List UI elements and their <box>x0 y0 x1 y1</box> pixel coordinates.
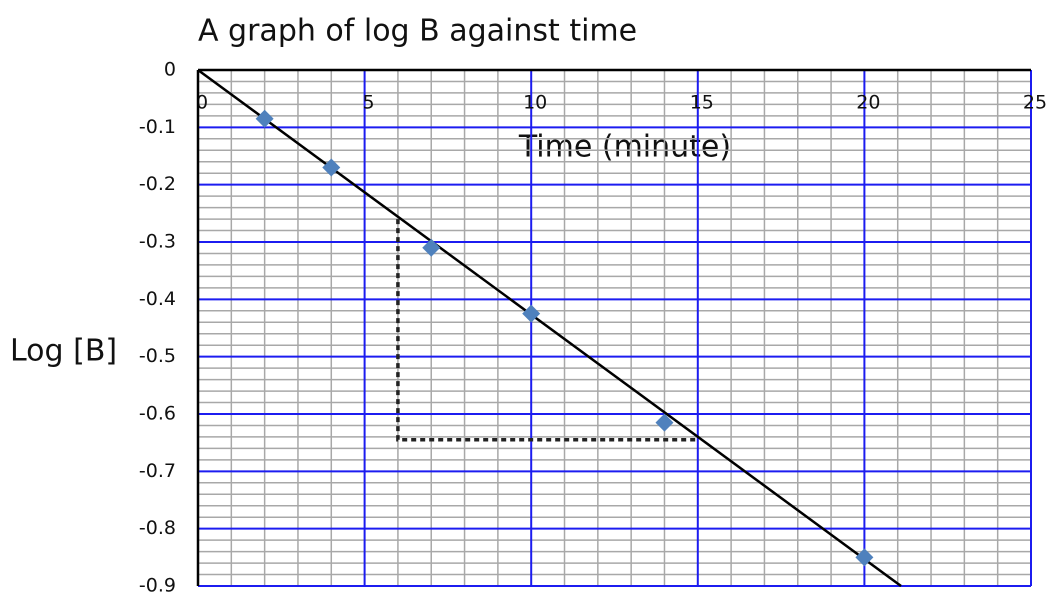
y-tick-label: -0.9 <box>139 575 176 593</box>
y-axis-title: Log [B] <box>10 334 117 369</box>
x-tick-label: 5 <box>363 92 375 114</box>
data-point <box>255 109 274 128</box>
y-tick-label: -0.8 <box>139 517 176 539</box>
data-point <box>522 304 541 323</box>
y-tick-label: -0.7 <box>139 460 176 482</box>
y-tick-label: -0.4 <box>139 288 176 310</box>
slope-triangle <box>396 219 698 442</box>
x-tick-label: 25 <box>1023 92 1047 114</box>
trendline <box>197 68 902 588</box>
data-point <box>322 158 341 177</box>
y-tick-label: -0.1 <box>139 116 176 138</box>
y-tick-label: 0 <box>164 59 176 81</box>
y-tick-label: -0.2 <box>139 173 176 195</box>
data-point <box>422 238 441 257</box>
x-tick-label: 10 <box>523 92 547 114</box>
data-point <box>655 413 674 432</box>
y-tick-label: -0.6 <box>139 403 176 425</box>
x-axis-title: Time (minute) <box>518 130 731 165</box>
data-point <box>855 548 874 567</box>
x-tick-label: 15 <box>690 92 714 114</box>
x-tick-label: 20 <box>856 92 880 114</box>
chart-title: A graph of log B against time <box>198 14 637 49</box>
y-tick-label: -0.5 <box>139 345 176 367</box>
y-tick-label: -0.3 <box>139 231 176 253</box>
